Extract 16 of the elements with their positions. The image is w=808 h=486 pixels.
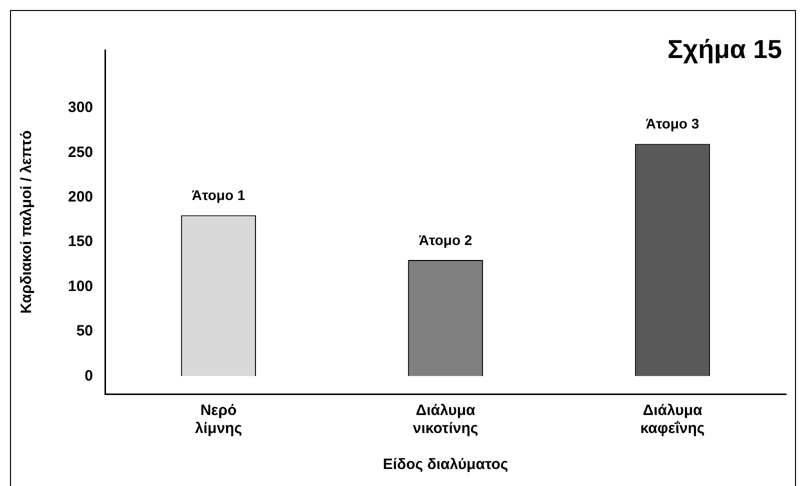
x-tick-label: Νερό λίμνης — [195, 402, 242, 438]
x-tick-label: Διάλυμα καφεΐνης — [640, 402, 705, 438]
annotation: Άτομο 2 — [418, 232, 472, 248]
y-tick-label: 50 — [76, 322, 94, 340]
x-axis-title: Είδος διαλύματος — [382, 456, 508, 474]
y-tick-label: 0 — [84, 367, 94, 384]
y-tick-label: 250 — [68, 144, 94, 161]
x-tick-label: Διάλυμα νικοτίνης — [412, 402, 478, 438]
chart-title: Σχήμα 15 — [668, 34, 782, 64]
y-tick-label: 300 — [68, 99, 94, 116]
y-tick-label: 150 — [68, 233, 94, 250]
annotation: Άτομο 3 — [646, 116, 700, 132]
y-axis-title: Καρδιακοί παλμοί / λεπτό — [18, 130, 36, 314]
y-tick-label: 200 — [68, 188, 94, 206]
y-tick-label: 100 — [68, 278, 94, 295]
annotation: Άτομο 1 — [192, 187, 246, 204]
